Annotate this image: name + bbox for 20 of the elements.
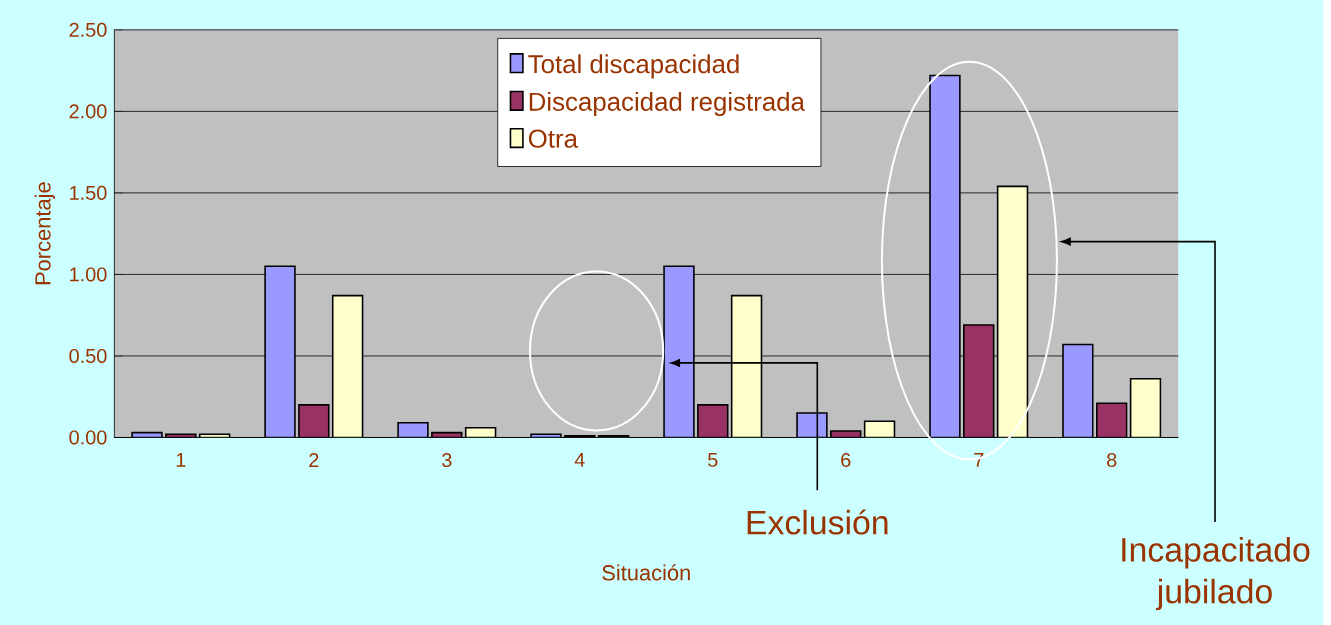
x-tick-label: 4 — [574, 452, 585, 467]
legend-label: Total discapacidad — [528, 54, 739, 79]
text: Exclusión — [747, 509, 888, 535]
y-tick-label: 2.50 — [69, 22, 107, 37]
y-tick-label: 2.00 — [69, 104, 107, 119]
y-axis-title: Porcentaje — [34, 182, 55, 284]
text: Incapacitado jubilado — [1122, 536, 1310, 611]
x-tick-label: 1 — [176, 452, 186, 467]
x-tick-label: 8 — [1107, 452, 1117, 467]
x-tick-label: 6 — [841, 452, 851, 467]
y-tick-label: 1.00 — [70, 267, 107, 282]
y-tick-label: 1.50 — [70, 185, 107, 200]
x-tick-label: 3 — [442, 452, 452, 467]
legend-label: Otra — [528, 129, 578, 148]
x-tick-label: 5 — [708, 452, 718, 467]
y-tick-label: 0.50 — [69, 348, 107, 363]
y-tick-label: 0.00 — [69, 430, 107, 445]
x-tick-label: 2 — [309, 452, 319, 467]
legend-label: Discapacidad registrada — [529, 91, 805, 116]
x-axis-title: Situación — [602, 564, 690, 581]
